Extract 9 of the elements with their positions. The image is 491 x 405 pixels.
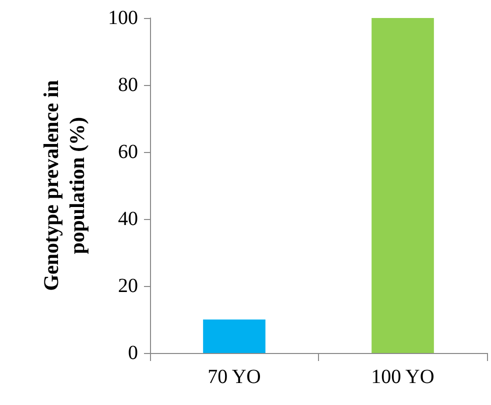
y-tick-label: 20	[118, 275, 138, 297]
y-tick-label: 60	[118, 141, 138, 163]
y-tick-label: 0	[128, 342, 138, 364]
x-tick-label: 70 YO	[208, 366, 261, 388]
y-tick-label: 40	[118, 208, 138, 230]
y-tick-label: 80	[118, 74, 138, 96]
y-tick-label: 100	[108, 7, 138, 29]
x-tick-label: 100 YO	[371, 366, 434, 388]
y-axis-title: Genotype prevalence in population (%)	[39, 80, 89, 291]
